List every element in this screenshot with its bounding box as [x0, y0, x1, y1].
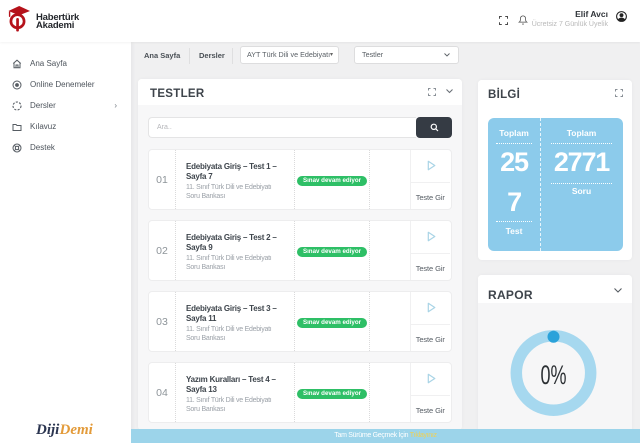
svg-text:Diji: Diji [36, 422, 60, 438]
svg-text:0%: 0% [541, 360, 567, 390]
svg-text:Demi: Demi [59, 422, 94, 438]
